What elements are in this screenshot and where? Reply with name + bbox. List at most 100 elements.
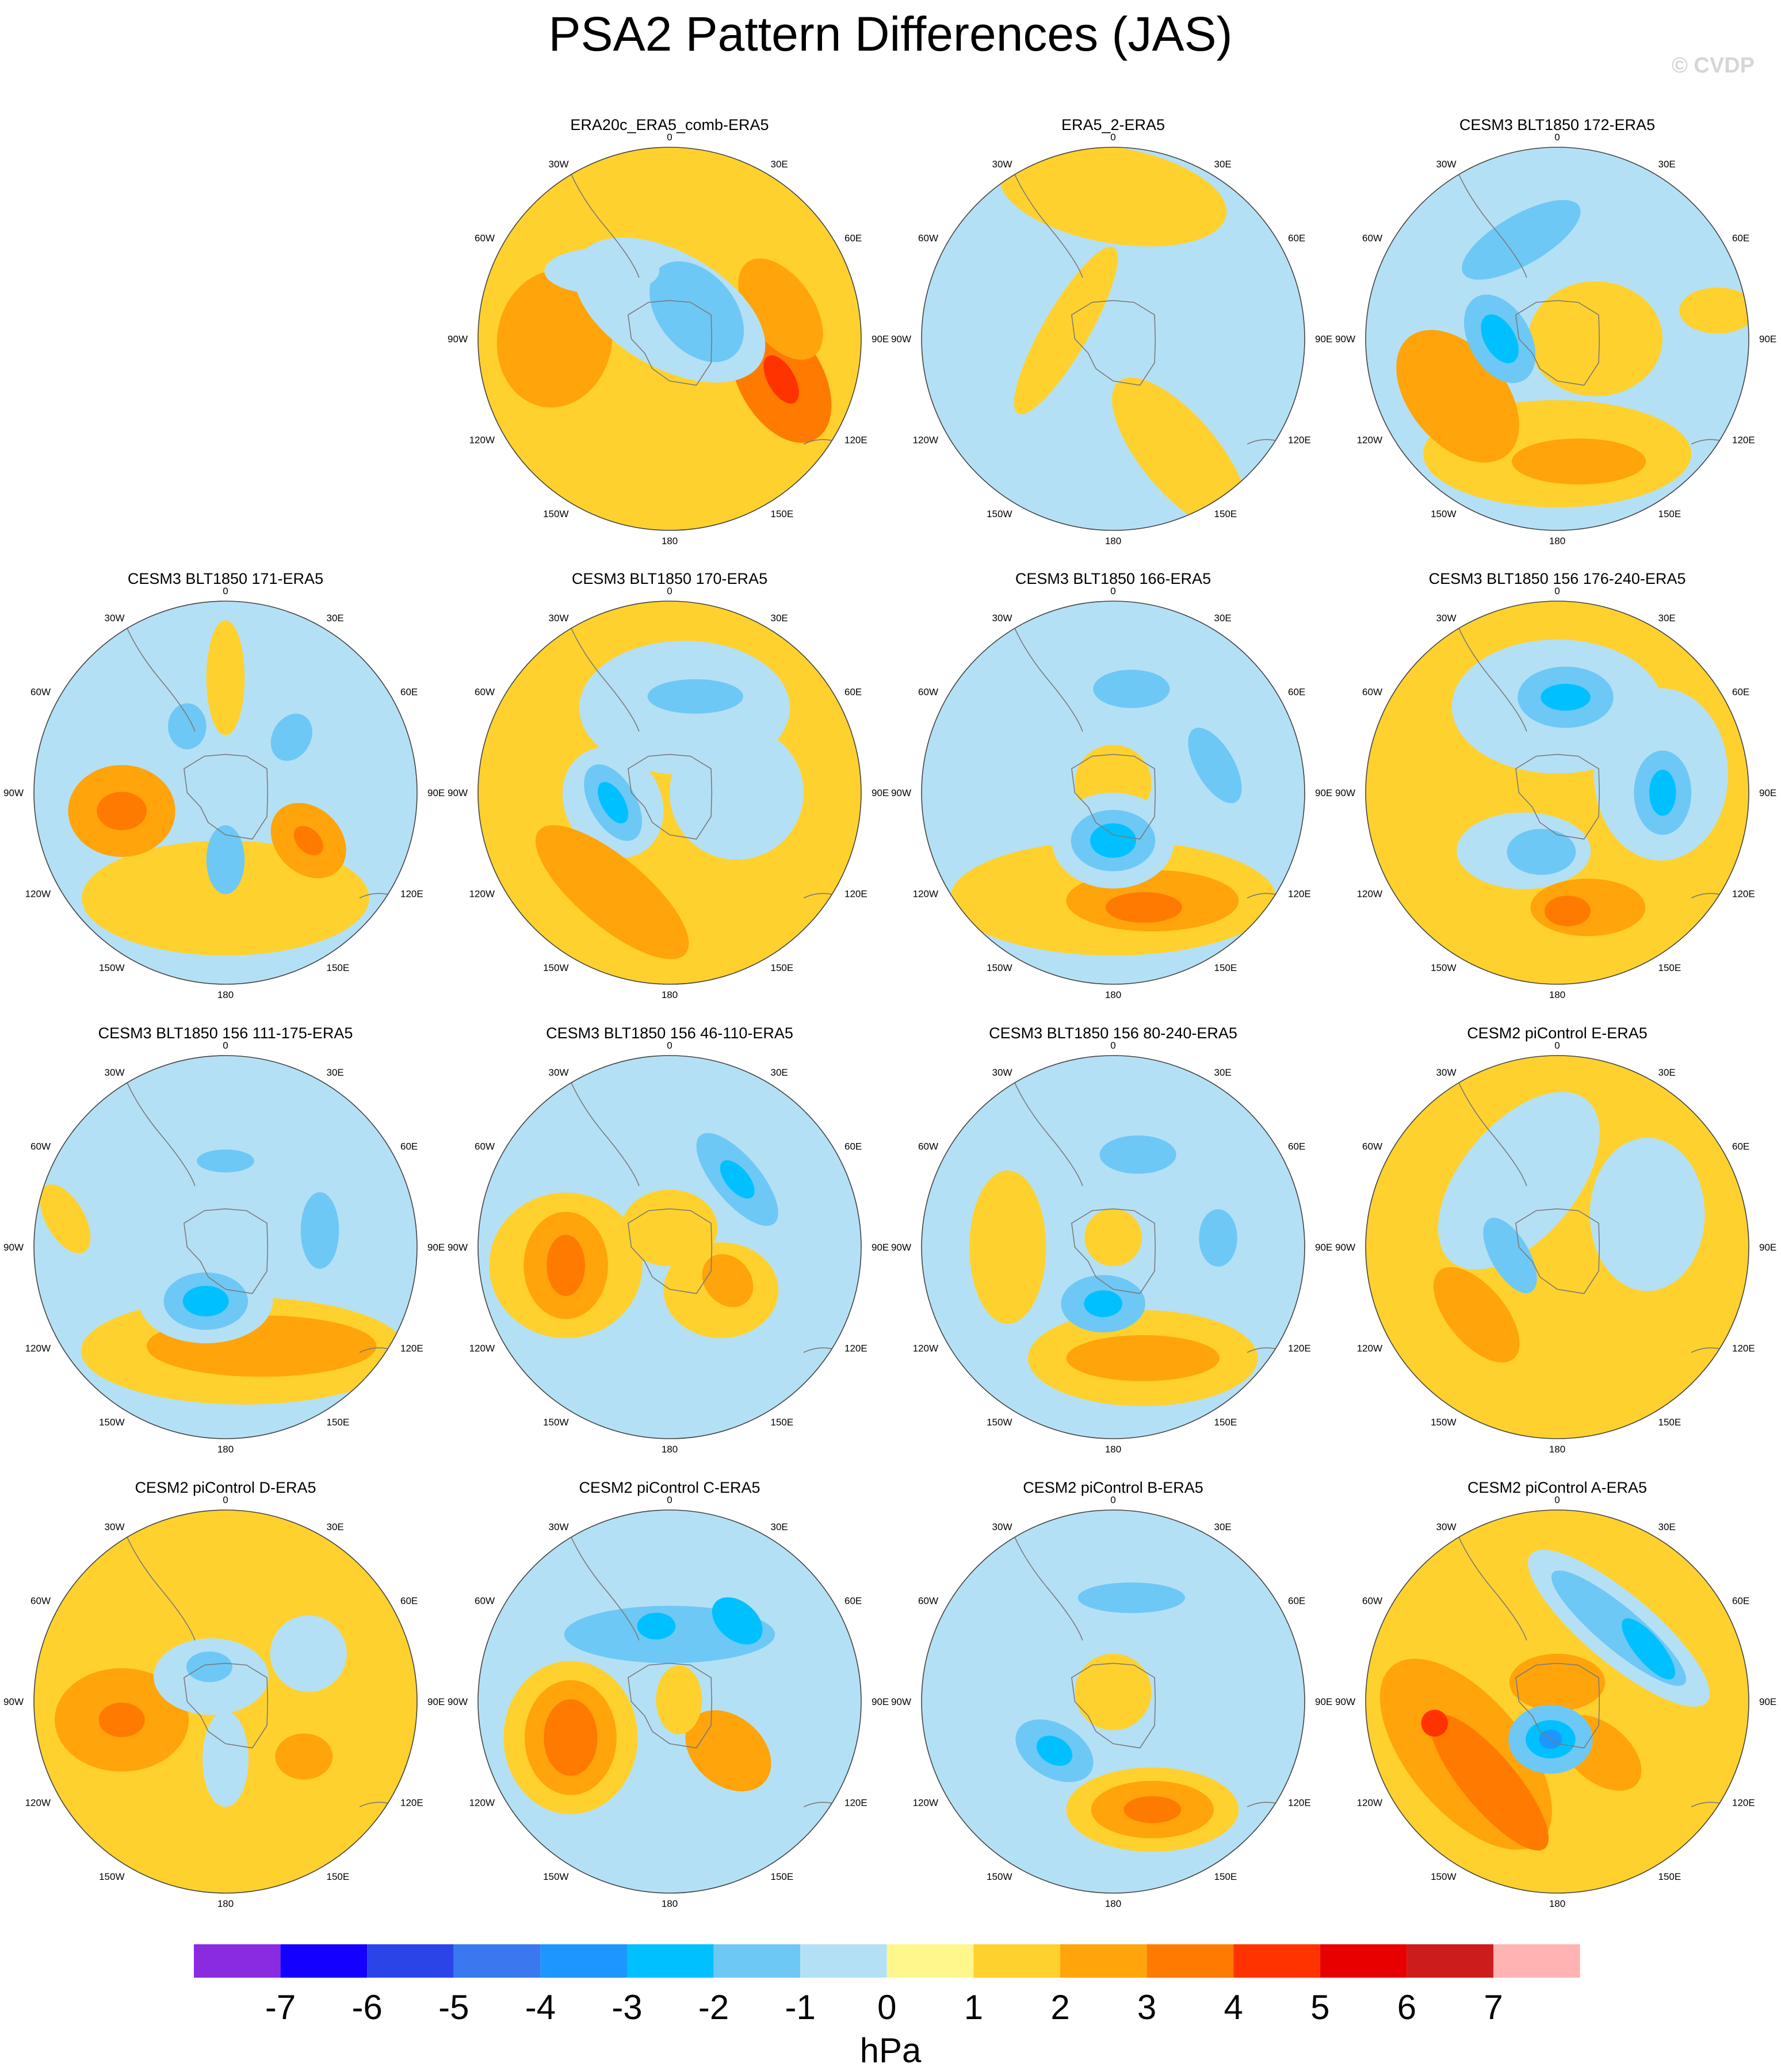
coastline [1007,1065,1083,1186]
longitude-label: 150E [771,1417,794,1428]
longitude-label: 0 [667,586,672,597]
contour-region [1541,683,1591,711]
longitude-label: 90E [1315,334,1332,345]
longitude-label: 120W [1357,1798,1382,1809]
contour-region [544,248,660,295]
colorbar-tick-label: -7 [265,1988,296,2027]
contour-region [1438,1092,1600,1270]
contour-region [637,1612,676,1640]
longitude-label: 120E [400,1798,423,1809]
contour-region [1483,1217,1537,1294]
longitude-label: 30E [327,1521,344,1532]
colorbar-swatch [1407,1944,1493,1978]
longitude-label: 30W [1436,613,1457,624]
contour-region [763,355,799,404]
contour-region [1188,727,1242,804]
longitude-label: 150E [771,962,794,973]
map-border [921,1509,1305,1894]
contour-region [1462,200,1581,280]
longitude-label: 0 [1554,1494,1560,1505]
longitude-label: 60E [1288,687,1305,698]
map-border [477,1055,862,1439]
longitude-label: 120W [25,1343,51,1354]
contour-region [40,1184,91,1253]
contour-region [300,1192,339,1269]
watermark: © CVDP [1672,53,1755,78]
map-panels: ERA20c_ERA5_comb-ERA5 0 30E 60E 90E 120E 150E 1… [3,116,1776,1909]
longitude-label: 60E [1288,1596,1305,1607]
longitude-label: 90E [872,334,889,345]
longitude-label: 60W [918,233,938,244]
longitude-label: 30E [327,613,344,624]
longitude-label: 150W [99,1417,124,1428]
longitude-label: 90W [448,1696,468,1707]
longitude-label: 90W [1335,1242,1355,1253]
longitude-label: 30W [992,159,1012,170]
contour-region [182,1286,229,1317]
colorbar-swatch [1493,1944,1580,1978]
contour-region [270,713,312,761]
longitude-label: 30E [1214,159,1232,170]
longitude-label: 90E [1315,787,1332,798]
longitude-label: 30E [1658,613,1676,624]
colorbar-tick-label: 7 [1484,1988,1503,2027]
panel-title: ERA5_2-ERA5 [1061,116,1165,133]
longitude-label: 150E [327,1871,350,1882]
longitude-label: 150E [327,1417,350,1428]
colorbar-units: hPa [860,2031,922,2070]
longitude-label: 0 [223,586,228,597]
colorbar-tick-label: -3 [611,1988,642,2027]
contour-region [656,1665,702,1735]
colorbar-tick-label: -5 [438,1988,469,2027]
colorbar-tick-label: 1 [964,1988,983,2027]
contour-region [1507,828,1576,875]
coastline [1451,1065,1527,1186]
longitude-label: 120W [25,889,51,900]
longitude-label: 60W [918,1141,938,1152]
coastline [184,754,269,840]
coastline [1515,754,1600,840]
colorbar-swatch [194,1944,281,1978]
longitude-label: 90W [3,1242,24,1253]
longitude-label: 0 [1554,1040,1560,1051]
longitude-label: 90E [872,787,889,798]
contour-region [685,1710,771,1792]
longitude-label: 180 [1105,1898,1121,1909]
panel-title: CESM2 piControl A-ERA5 [1467,1479,1647,1496]
longitude-label: 150E [771,509,794,519]
map-border [33,601,418,985]
panel-title: CESM2 piControl E-ERA5 [1467,1024,1648,1042]
longitude-label: 30W [1436,1521,1457,1532]
longitude-label: 60E [1732,687,1749,698]
panel-title: ERA20c_ERA5_comb-ERA5 [570,116,769,133]
longitude-label: 60W [30,687,51,698]
contour-region [1589,1137,1705,1291]
panel-title: CESM3 BLT1850 172-ERA5 [1459,116,1655,133]
coastline [1515,1662,1600,1749]
coastline [1007,156,1083,278]
coastline [1515,1208,1600,1294]
contour-region [1014,246,1118,415]
coastline [628,300,713,386]
contour-region [1622,1618,1675,1680]
longitude-label: 60E [844,1141,862,1152]
contour-region [1123,1796,1182,1823]
map-border [1365,1055,1749,1439]
longitude-label: 120E [1732,435,1755,446]
longitude-label: 90W [448,334,468,345]
map-border [33,1509,418,1894]
colorbar-swatch [1146,1944,1234,1978]
contour-region [206,620,245,736]
contour-region [1112,377,1249,530]
longitude-label: 120E [844,1798,867,1809]
longitude-label: 120W [1357,435,1382,446]
contour-region [202,1711,249,1807]
panel-title: CESM3 BLT1850 156 46-110-ERA5 [546,1024,793,1042]
contour-region [1105,892,1182,923]
coastline [1071,1208,1156,1294]
